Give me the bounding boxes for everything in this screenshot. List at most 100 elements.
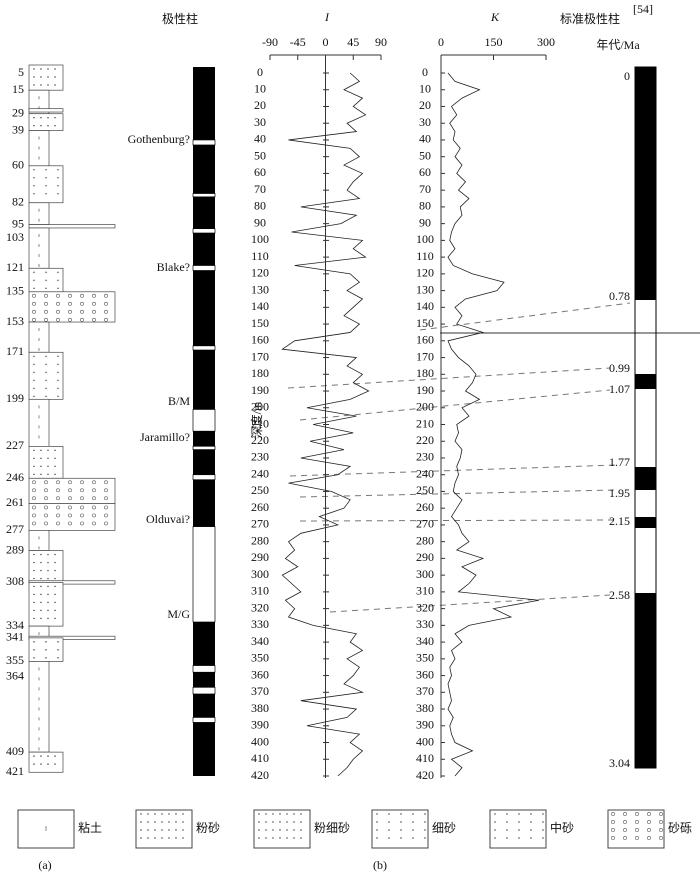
depth-label: 50 [254, 148, 266, 162]
grain [54, 569, 56, 572]
grain [54, 76, 56, 78]
grain [45, 169, 47, 171]
lith-depth: 60 [12, 158, 24, 172]
event-label: Gothenburg? [128, 132, 190, 146]
grain [154, 813, 156, 815]
gravel [647, 836, 651, 840]
lith-depth: 95 [12, 216, 24, 230]
gravel [44, 293, 48, 298]
gravel [68, 317, 72, 322]
depth-label: 60 [419, 165, 431, 179]
grain [168, 829, 170, 831]
depth-label: 300 [416, 567, 434, 581]
depth-label: 100 [416, 232, 434, 246]
grain [54, 449, 56, 452]
grain [54, 617, 56, 620]
gravel [623, 820, 627, 824]
gravel [56, 496, 60, 501]
gravel [611, 836, 615, 840]
lith-depth: 308 [6, 574, 24, 588]
layer [28, 477, 116, 504]
lith-depth: 277 [6, 522, 24, 536]
grain [45, 363, 47, 365]
depth-label: 380 [251, 701, 269, 715]
reversed-interval [192, 193, 216, 198]
grain [40, 473, 42, 476]
polarity-title: 极性柱 [162, 11, 198, 26]
grain [54, 457, 56, 460]
grain [45, 355, 47, 357]
grain [279, 821, 281, 823]
curve [281, 72, 370, 777]
grain [494, 813, 496, 815]
gravel [44, 301, 48, 306]
grain [33, 577, 35, 580]
gravel [92, 513, 96, 518]
reversed-interval [192, 665, 216, 673]
grain [40, 763, 42, 765]
grain [265, 821, 267, 823]
age-title: 年代/Ma [596, 38, 640, 52]
legend-box [253, 809, 311, 849]
gravel [32, 301, 36, 306]
gravel [611, 828, 615, 832]
grain [57, 193, 59, 195]
grain [33, 763, 35, 765]
depth-label: 130 [251, 282, 269, 296]
event-label: B/M [168, 394, 190, 408]
grain [140, 821, 142, 823]
grain [54, 561, 56, 564]
gravel [104, 513, 108, 518]
correlation-lines [287, 302, 631, 613]
depth-label: 250 [416, 483, 434, 497]
grain [147, 829, 149, 831]
gravel [56, 317, 60, 322]
grain [45, 185, 47, 187]
grain [54, 125, 56, 127]
panel-label: (a) [38, 858, 51, 872]
grain [47, 569, 49, 572]
panel-label: (b) [373, 858, 387, 872]
depth-label: 370 [251, 684, 269, 698]
grain [175, 837, 177, 839]
age-label: 1.77 [609, 455, 630, 469]
grain [279, 837, 281, 839]
gravel [56, 480, 60, 485]
grain [54, 553, 56, 556]
grain [272, 813, 274, 815]
gravel [659, 812, 663, 816]
gravel [68, 505, 72, 510]
grain [47, 449, 49, 452]
depth-label: 330 [251, 617, 269, 631]
depth-label: 280 [416, 533, 434, 547]
grain [33, 473, 35, 476]
gravel [32, 521, 36, 526]
grain [530, 813, 532, 815]
depth-label: 50 [419, 148, 431, 162]
legend-box [135, 809, 193, 849]
grain [47, 84, 49, 86]
grain [286, 837, 288, 839]
depth-label: 30 [419, 115, 431, 129]
grain [47, 465, 49, 468]
reversed-interval [192, 265, 216, 271]
grain [518, 837, 520, 839]
gravel [32, 505, 36, 510]
depth-label: 90 [419, 215, 431, 229]
grain [140, 837, 142, 839]
grain [33, 379, 35, 381]
std-block [635, 374, 656, 389]
age-label: 2.58 [609, 588, 630, 602]
depth-label: 390 [416, 718, 434, 732]
gravel [80, 521, 84, 526]
depth-label: 200 [251, 400, 269, 414]
grain [33, 387, 35, 389]
lith-depth: 246 [6, 470, 24, 484]
i-title: I [324, 10, 330, 24]
grain [40, 601, 42, 604]
grain [33, 449, 35, 452]
gravel [68, 521, 72, 526]
grain [40, 593, 42, 596]
depth-label: 30 [254, 115, 266, 129]
gravel [92, 496, 96, 501]
